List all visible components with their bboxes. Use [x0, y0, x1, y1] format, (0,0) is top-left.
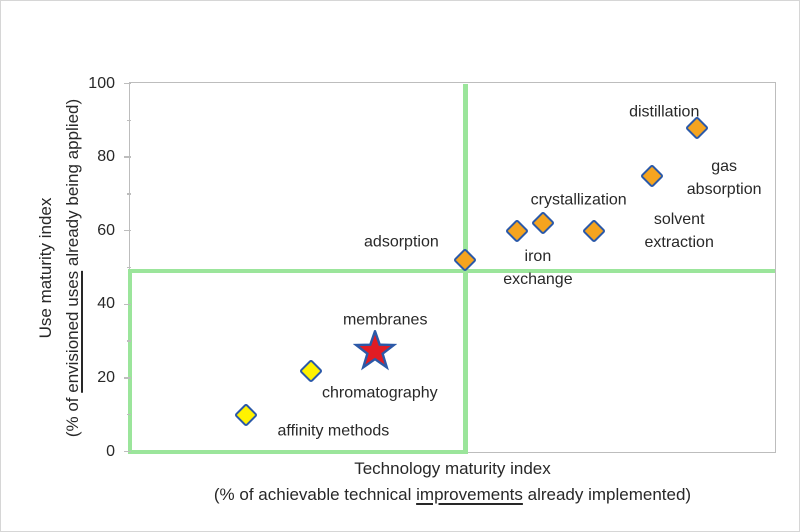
label-distillation: distillation — [629, 103, 700, 121]
x-axis-title-line1: Technology maturity index — [354, 459, 551, 478]
y-minor-tick-10 — [127, 413, 131, 416]
label-adsorption: adsorption — [364, 233, 439, 251]
y-tick-label-0: 0 — [106, 442, 115, 460]
y-tick-80 — [124, 156, 131, 158]
y-tick-label-40: 40 — [97, 295, 115, 313]
label-chromatography: chromatography — [322, 384, 438, 402]
label-gas-absorption: gas absorption — [686, 157, 762, 198]
label-iron-exchange: iron exchange — [503, 247, 573, 288]
y-tick-100 — [124, 82, 131, 85]
label-membranes: membranes — [342, 311, 428, 329]
y-minor-tick-30 — [127, 340, 131, 342]
y-tick-60 — [124, 229, 131, 232]
label-affinity-methods: affinity methods — [277, 422, 390, 440]
y-minor-tick-50 — [127, 266, 131, 269]
y-tick-0 — [124, 450, 131, 453]
y-minor-tick-90 — [127, 119, 131, 122]
quadrant-box — [128, 268, 468, 454]
x-axis-underlined-text: improvements — [416, 485, 523, 504]
membranes-star-icon — [353, 330, 398, 371]
y-tick-label-80: 80 — [97, 148, 115, 166]
y-tick-label-20: 20 — [97, 368, 115, 386]
label-crystallization: crystallization — [530, 191, 627, 209]
label-solvent-extraction: solvent extraction — [644, 210, 714, 251]
y-tick-label-100: 100 — [88, 74, 115, 92]
y-tick-20 — [124, 377, 131, 379]
y-minor-tick-70 — [127, 193, 131, 195]
y-tick-40 — [124, 303, 131, 306]
y-axis-title-line1: Use maturity index — [36, 197, 55, 339]
x-axis-title-line2: (% of achievable technical improvements … — [213, 485, 692, 504]
y-tick-label-60: 60 — [97, 221, 115, 239]
x-axis-title: Technology maturity index (% of achievab… — [130, 456, 775, 508]
